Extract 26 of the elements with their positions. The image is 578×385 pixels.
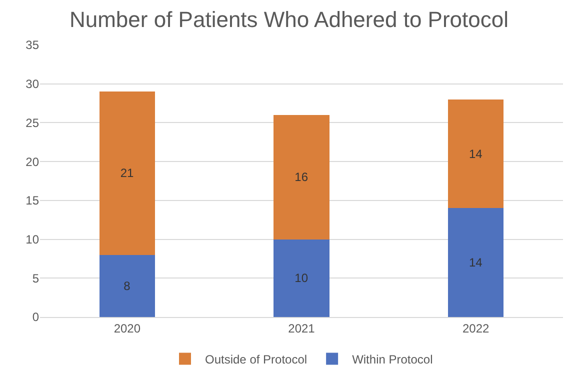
x-tick-label: 2021	[288, 321, 316, 336]
data-label: 16	[294, 170, 308, 184]
bar	[274, 114, 330, 240]
data-label: 14	[469, 146, 483, 161]
data-label: 8	[124, 278, 131, 293]
chart-title: Number of Patients Who Adhered to Protocol	[69, 6, 509, 32]
data-label: 14	[469, 256, 483, 270]
bar	[448, 99, 504, 208]
y-tick-label: 0	[32, 310, 40, 324]
bar	[99, 92, 156, 255]
y-tick-label: 10	[26, 232, 40, 246]
data-label: 21	[120, 166, 134, 180]
bar	[274, 239, 330, 317]
bar	[99, 254, 156, 317]
x-tick-label: 2020	[114, 321, 141, 336]
y-tick-label: 35	[26, 38, 40, 52]
y-tick-label: 25	[26, 116, 40, 130]
y-tick-label: 15	[26, 194, 40, 208]
y-tick-label: 20	[26, 154, 40, 169]
legend-label: Outside of Protocol	[205, 352, 308, 366]
x-tick-label: 2022	[462, 321, 490, 336]
legend-label: Within Protocol	[352, 352, 433, 366]
y-tick-label: 30	[26, 77, 40, 92]
data-label: 10	[294, 271, 308, 286]
y-tick-label: 5	[32, 271, 40, 286]
bar	[448, 208, 504, 317]
